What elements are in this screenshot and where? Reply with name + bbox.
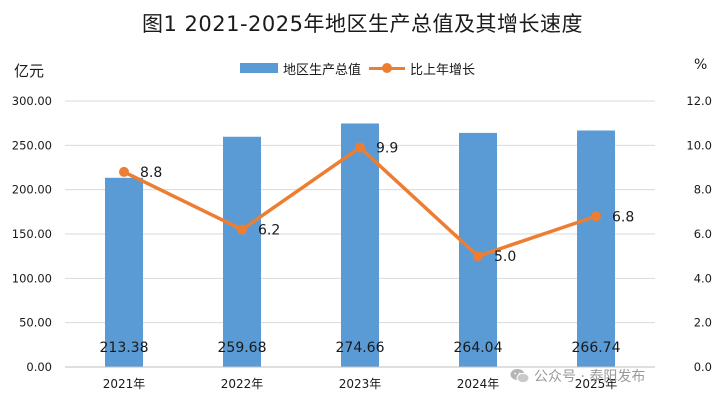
bar [341,123,379,367]
bar-value-label: 264.04 [454,340,503,356]
right-axis-tick-label: 6.0 [694,227,712,241]
x-axis-tick-label: 2022年 [221,377,264,391]
right-axis-tick-label: 2.0 [694,316,712,330]
left-axis-tick-label: 150.00 [12,227,52,241]
x-axis-tick-label: 2021年 [103,377,146,391]
legend-label-gdp: 地区生产总值 [283,62,362,78]
left-axis-tick-label: 200.00 [12,183,52,197]
left-axis-tick-label: 300.00 [12,94,52,108]
legend-swatch-line [369,63,406,73]
left-axis-tick-label: 100.00 [12,271,52,285]
left-axis-unit: 亿元 [14,62,45,80]
bar-value-label: 266.74 [572,340,621,356]
x-axis-tick-label: 2023年 [339,377,382,391]
right-axis-tick-label: 10.0 [686,138,712,152]
legend-item-growth: 比上年增长 [369,59,475,78]
left-axis-tick-label: 50.00 [19,316,52,330]
watermark: 公众号 · 泰阳发布 [510,366,645,386]
growth-point [473,251,483,262]
bar-value-label: 274.66 [336,340,385,356]
bar [577,130,615,367]
growth-point [355,142,365,153]
right-axis-tick-label: 12.0 [686,94,712,108]
growth-value-label: 6.8 [612,209,634,225]
wechat-icon [510,369,530,384]
growth-value-label: 5.0 [494,249,516,265]
right-axis-unit: % [694,57,708,73]
bar [459,132,497,367]
bar [105,177,143,367]
bar-value-label: 259.68 [218,340,267,356]
right-axis-tick-label: 4.0 [694,271,712,285]
growth-point [119,166,129,177]
growth-point [591,211,601,222]
right-axis-tick-label: 8.0 [694,183,712,197]
x-axis-tick-label: 2025年 [575,377,618,391]
legend-item-gdp: 地区生产总值 [240,59,361,78]
watermark-text: 公众号 · 泰阳发布 [534,369,646,385]
legend-label-growth: 比上年增长 [410,62,476,78]
legend-swatch-bar [240,63,278,73]
left-axis-tick-label: 250.00 [12,138,52,152]
bar-value-label: 213.38 [100,340,149,356]
bar [223,136,261,367]
growth-value-label: 9.9 [376,141,398,157]
right-axis-tick-label: 0.0 [694,360,712,374]
left-axis-tick-label: 0.00 [26,360,52,374]
growth-value-label: 8.8 [140,165,162,181]
chart-title: 图1 2021-2025年地区生产总值及其增长速度 [142,12,583,36]
chart-legend: 地区生产总值 比上年增长 [240,59,475,78]
growth-point [237,224,247,235]
x-axis-tick-label: 2024年 [457,377,500,391]
growth-value-label: 6.2 [258,223,280,239]
